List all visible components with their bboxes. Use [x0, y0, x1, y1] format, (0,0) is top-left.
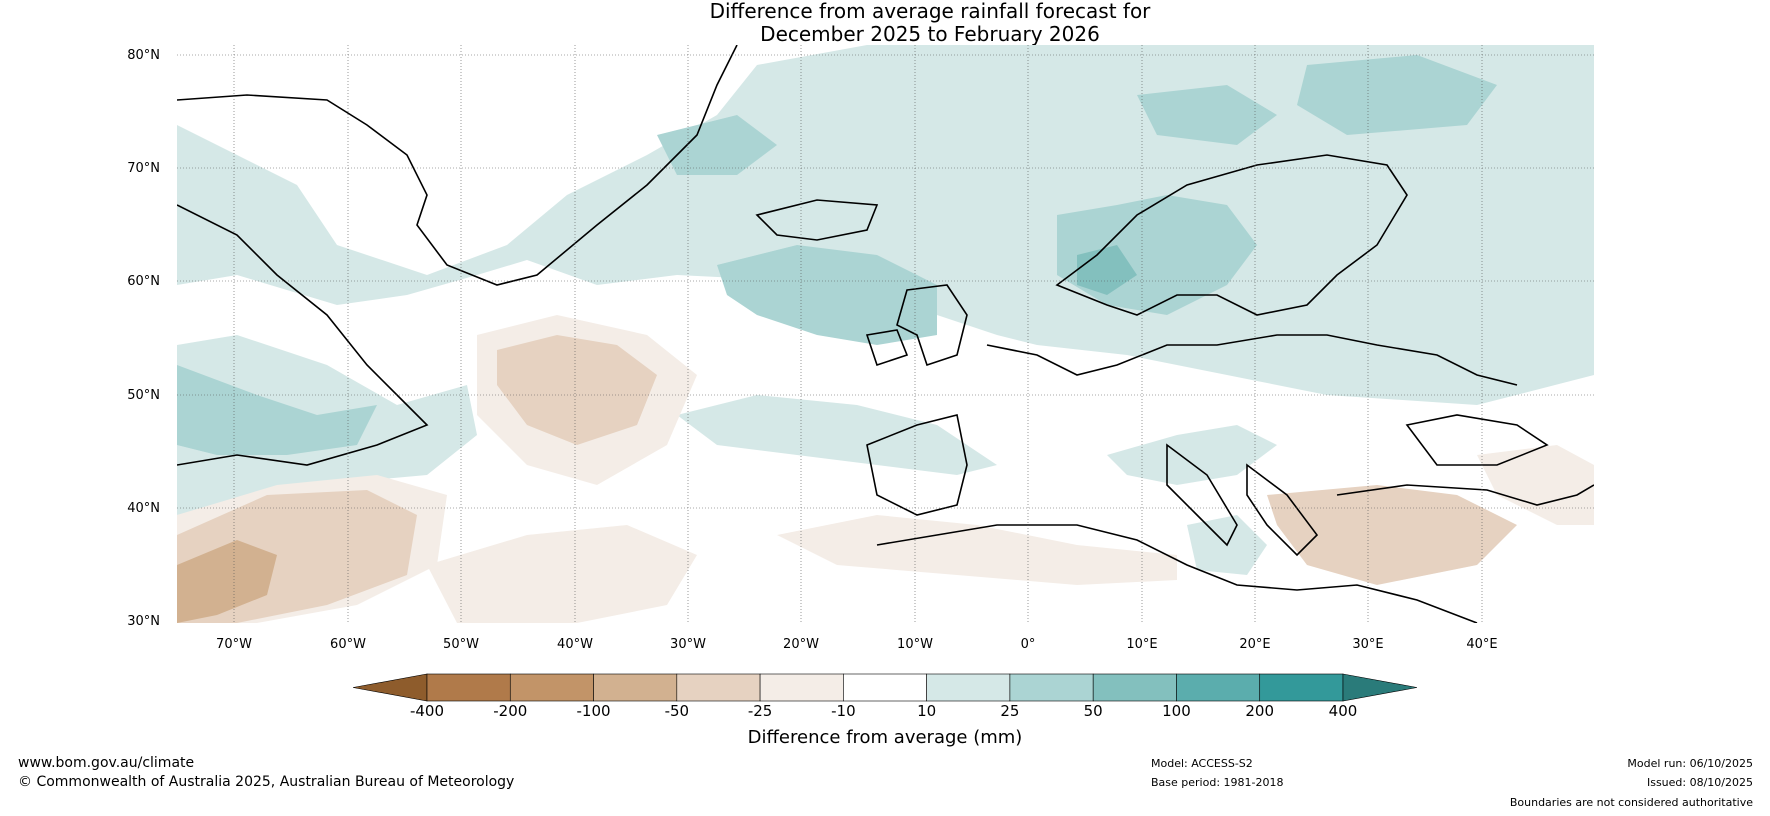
lon-label-70w: 70°W	[216, 637, 252, 652]
footer-model: Model: ACCESS-S2	[1151, 757, 1253, 770]
coastline-ireland	[865, 329, 909, 367]
graticule	[177, 45, 1594, 623]
footer-issued: Issued: 08/10/2025	[1646, 776, 1753, 789]
lat-label-50n: 50°N	[127, 388, 160, 403]
coastline-balkans	[1246, 463, 1319, 557]
wet-region-uk	[717, 245, 937, 345]
wet-anomaly-regions	[177, 45, 1594, 575]
coastline-labrador	[177, 204, 429, 466]
dry-region-east-med	[1267, 485, 1517, 585]
colorbar-segment	[843, 673, 927, 702]
colorbar-segments	[426, 673, 1344, 702]
colorbar-tick-label: -100	[576, 702, 611, 720]
coastlines	[177, 45, 1594, 623]
coastline-europe	[986, 334, 1518, 386]
lon-label-10w: 10°W	[897, 637, 933, 652]
colorbar-tick-label: -400	[409, 702, 445, 720]
lat-label-60n: 60°N	[127, 274, 160, 289]
lat-label-40n: 40°N	[127, 501, 160, 516]
footer-website[interactable]: www.bom.gov.au/climate	[18, 755, 195, 771]
colorbar-tick-label: 200	[1245, 702, 1275, 720]
wet-region-norway-core	[1077, 245, 1137, 295]
wet-region-mid-atlantic	[677, 395, 997, 475]
lon-label-30w: 30°W	[670, 637, 706, 652]
colorbar-segment	[676, 673, 761, 702]
footer-copyright: © Commonwealth of Australia 2025, Austra…	[18, 774, 515, 790]
lon-label-30e: 30°E	[1352, 637, 1384, 652]
dry-region-mid-atlantic-core	[497, 335, 657, 445]
coastline-iberia	[866, 414, 968, 516]
footer-base-period: Base period: 1981-2018	[1151, 776, 1284, 789]
title-line-2: December 2025 to February 2026	[760, 22, 1100, 46]
colorbar-tick-label: -200	[493, 702, 528, 720]
wet-region-arctic-b	[1297, 55, 1497, 135]
dry-anomaly-regions	[177, 315, 1594, 623]
colorbar-segment	[1092, 673, 1177, 702]
wet-region-greenland-coast	[657, 115, 777, 175]
colorbar-segment	[926, 673, 1011, 702]
lat-label-70n: 70°N	[127, 161, 160, 176]
colorbar-segment	[1259, 673, 1344, 702]
colorbar-tick-label: 25	[1000, 702, 1020, 720]
lon-label-60w: 60°W	[330, 637, 366, 652]
colorbar-segment	[1009, 673, 1094, 702]
lat-label-80n: 80°N	[127, 48, 160, 63]
colorbar-tick-label: 10	[917, 702, 937, 720]
colorbar-tick-label: 50	[1083, 702, 1103, 720]
coastline-turkey	[1336, 484, 1594, 506]
colorbar-tick-label: -10	[831, 702, 856, 720]
dry-region-turkey	[1477, 445, 1594, 525]
colorbar-segment	[593, 673, 678, 702]
dry-region-north-africa	[777, 515, 1177, 585]
wet-region-newfoundland	[177, 365, 377, 455]
lon-label-20e: 20°E	[1239, 637, 1271, 652]
colorbar-tick-label: 100	[1162, 702, 1191, 720]
colorbar-over-arrow	[1342, 673, 1417, 702]
lat-label-30n: 30°N	[127, 614, 160, 629]
colorbar-segment	[509, 673, 594, 702]
coastline-black-sea	[1405, 414, 1549, 466]
colorbar-tick-label: -25	[747, 702, 773, 720]
colorbar-tick-label: -50	[664, 702, 690, 720]
map-canvas	[177, 45, 1594, 623]
coastline-greenland	[177, 45, 738, 286]
lon-label-40e: 40°E	[1466, 637, 1498, 652]
colorbar-title: Difference from average (mm)	[747, 727, 1023, 748]
footer-disclaimer: Boundaries are not considered authoritat…	[1509, 796, 1753, 809]
wet-region-arctic-a	[1137, 85, 1277, 145]
dry-region-sw-atlantic-core	[177, 540, 277, 623]
coastline-uk	[896, 284, 968, 367]
lon-label-40w: 40°W	[557, 637, 593, 652]
coastline-scandinavia	[1055, 154, 1408, 316]
lon-label-50w: 50°W	[443, 637, 479, 652]
lon-label-20w: 20°W	[783, 637, 819, 652]
coastline-italy	[1166, 443, 1238, 547]
map-title: Difference from average rainfall forecas…	[0, 0, 1770, 46]
colorbar-under-arrow	[353, 673, 428, 702]
coastline-north-africa	[876, 524, 1478, 623]
colorbar-segment	[426, 673, 511, 702]
coastline-iceland	[755, 199, 879, 241]
colorbar-segment	[759, 673, 844, 702]
dry-region-south	[427, 525, 697, 623]
colorbar	[353, 673, 1417, 702]
lon-label-0: 0°	[1020, 637, 1036, 652]
colorbar-tick-label: 400	[1328, 702, 1358, 720]
lon-label-10e: 10°E	[1126, 637, 1158, 652]
rainfall-map	[177, 45, 1594, 623]
title-line-1: Difference from average rainfall forecas…	[709, 0, 1151, 23]
wet-region-med	[1107, 425, 1277, 485]
colorbar-segment	[1176, 673, 1261, 702]
footer-model-run: Model run: 06/10/2025	[1627, 757, 1753, 770]
